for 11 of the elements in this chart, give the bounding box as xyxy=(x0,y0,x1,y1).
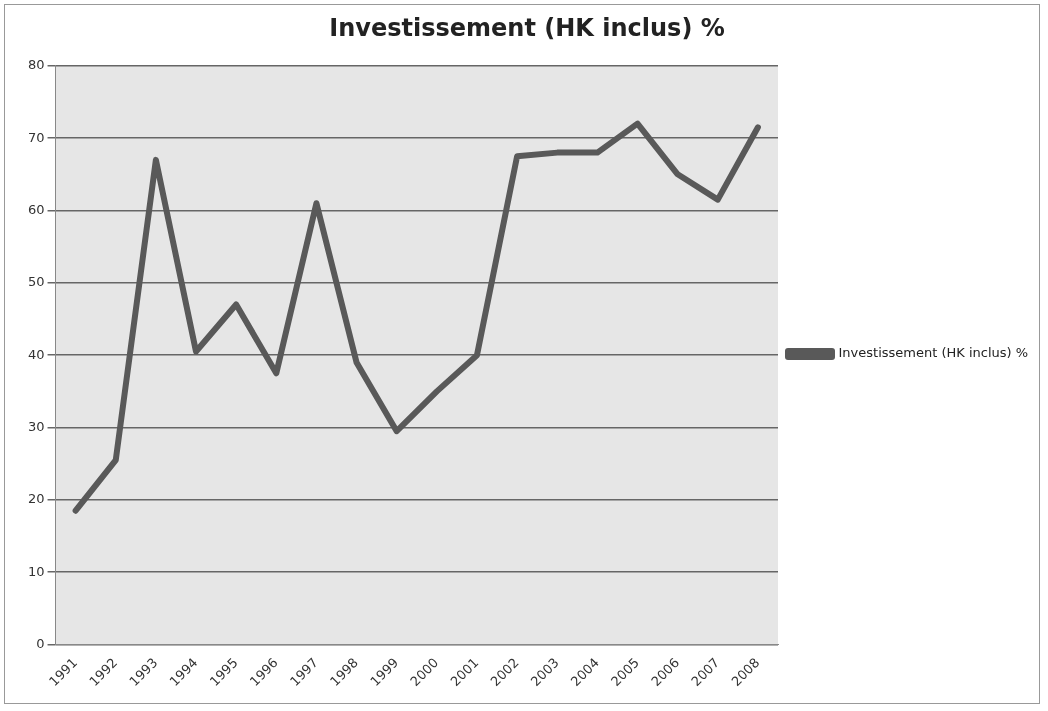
y-tick-label: 30 xyxy=(28,418,45,434)
y-tick-label: 70 xyxy=(28,129,45,145)
y-tick-label: 80 xyxy=(28,57,45,73)
y-tick-label: 20 xyxy=(28,491,45,507)
y-tick-label: 0 xyxy=(36,635,45,651)
y-tick-label: 50 xyxy=(28,274,45,290)
y-tick-label: 60 xyxy=(28,201,45,217)
y-tick-label: 10 xyxy=(28,563,45,579)
legend-label: Investissement (HK inclus) % xyxy=(838,345,1029,361)
y-tick-label: 40 xyxy=(28,346,45,362)
chart-title: Investissement (HK inclus) % xyxy=(329,13,725,42)
